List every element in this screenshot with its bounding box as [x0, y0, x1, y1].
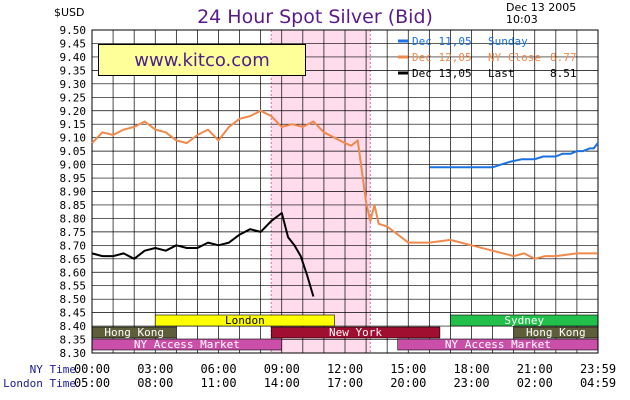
session-bar-label: Hong Kong	[526, 326, 586, 339]
y-tick-label: 8.80	[60, 212, 87, 225]
series-line	[429, 142, 599, 169]
y-tick-label: 9.15	[60, 118, 87, 131]
x-tick-label: 05:00	[74, 376, 110, 390]
y-tick-label: 8.55	[60, 280, 87, 293]
x-tick-label: 12:00	[327, 362, 363, 376]
y-tick-label: 8.65	[60, 253, 87, 266]
x-tick-label: 08:00	[137, 376, 173, 390]
y-tick-label: 8.85	[60, 199, 87, 212]
session-bar-label: London	[225, 314, 265, 327]
series-line	[91, 212, 315, 297]
session-bar-label: NY Access Market	[134, 338, 240, 351]
session-bar: NY Access Market	[91, 338, 283, 351]
y-tick-label: 8.75	[60, 226, 87, 239]
y-tick-label: 8.50	[60, 293, 87, 306]
x-axis-row-label: London Time	[3, 377, 76, 390]
x-tick-label: 09:00	[264, 362, 300, 376]
y-tick-label: 9.00	[60, 159, 87, 172]
session-bar-label: Sydney	[504, 314, 544, 327]
session-bar-fill	[270, 326, 441, 339]
legend: Dec 11,05 Sunday Dec 12,05 NY Close 8.77 Dec …	[398, 35, 577, 80]
legend-entry-text: Dec 11,05	[412, 35, 472, 48]
y-tick-label: 9.05	[60, 145, 87, 158]
x-tick-label: 17:00	[327, 376, 363, 390]
session-bar-label: Hong Kong	[104, 326, 164, 339]
session-bar: NY Access Market	[397, 338, 599, 351]
y-tick-label: 8.35	[60, 334, 87, 347]
y-tick-label: 8.45	[60, 307, 87, 320]
session-bar-fill	[154, 314, 335, 327]
x-tick-label: 02:00	[517, 376, 553, 390]
legend-entry-text: 8.51	[550, 67, 577, 80]
series-line	[91, 109, 598, 260]
x-tick-label: 03:00	[137, 362, 173, 376]
timestamp-date: Dec 13 2005	[506, 1, 577, 14]
y-tick-label: 9.45	[60, 37, 87, 50]
y-tick-label: 8.90	[60, 186, 87, 199]
x-tick-label: 00:00	[74, 362, 110, 376]
x-tick-label: 23:59	[580, 362, 616, 376]
y-tick-label: 8.40	[60, 320, 87, 333]
plot-area-border	[91, 29, 599, 354]
x-tick-label: 23:00	[453, 376, 489, 390]
y-tick-label: 8.30	[60, 347, 87, 360]
y-tick-label: 9.20	[60, 105, 87, 118]
kitco-brand-box[interactable]: www.kitco.com	[98, 44, 306, 76]
x-tick-label: 18:00	[453, 362, 489, 376]
x-axis-row-label: NY Time	[30, 363, 76, 376]
legend-entry-text: Sunday	[488, 35, 528, 48]
legend-entry-text: Dec 13,05	[412, 67, 472, 80]
legend-entry-text: Last	[488, 67, 515, 80]
x-tick-label: 20:00	[390, 376, 426, 390]
y-tick-label: 8.95	[60, 172, 87, 185]
session-bar: New York	[270, 326, 441, 339]
session-bar-label: New York	[329, 326, 382, 339]
x-tick-label: 06:00	[200, 362, 236, 376]
y-tick-label: 9.25	[60, 91, 87, 104]
x-tick-label: 14:00	[264, 376, 300, 390]
x-tick-label: 11:00	[200, 376, 236, 390]
y-tick-label: 9.50	[60, 24, 87, 37]
legend-entry-text: Dec 12,05	[412, 51, 472, 64]
timestamp-time: 10:03	[506, 13, 538, 26]
legend-entry-text: NY Close	[488, 51, 541, 64]
session-bar-label: NY Access Market	[445, 338, 551, 351]
y-tick-label: 8.70	[60, 239, 87, 252]
session-bar: London	[154, 314, 335, 327]
y-tick-label: 9.10	[60, 132, 87, 145]
y-tick-label: 9.30	[60, 78, 87, 91]
x-tick-label: 21:00	[517, 362, 553, 376]
y-axis-unit-label: $USD	[54, 6, 85, 19]
x-tick-label: 15:00	[390, 362, 426, 376]
x-tick-label: 04:59	[580, 376, 616, 390]
y-tick-label: 9.40	[60, 51, 87, 64]
legend-entry-text: 8.77	[550, 51, 577, 64]
chart-title: 24 Hour Spot Silver (Bid)	[197, 6, 433, 28]
y-tick-label: 8.60	[60, 266, 87, 279]
y-tick-label: 9.35	[60, 64, 87, 77]
